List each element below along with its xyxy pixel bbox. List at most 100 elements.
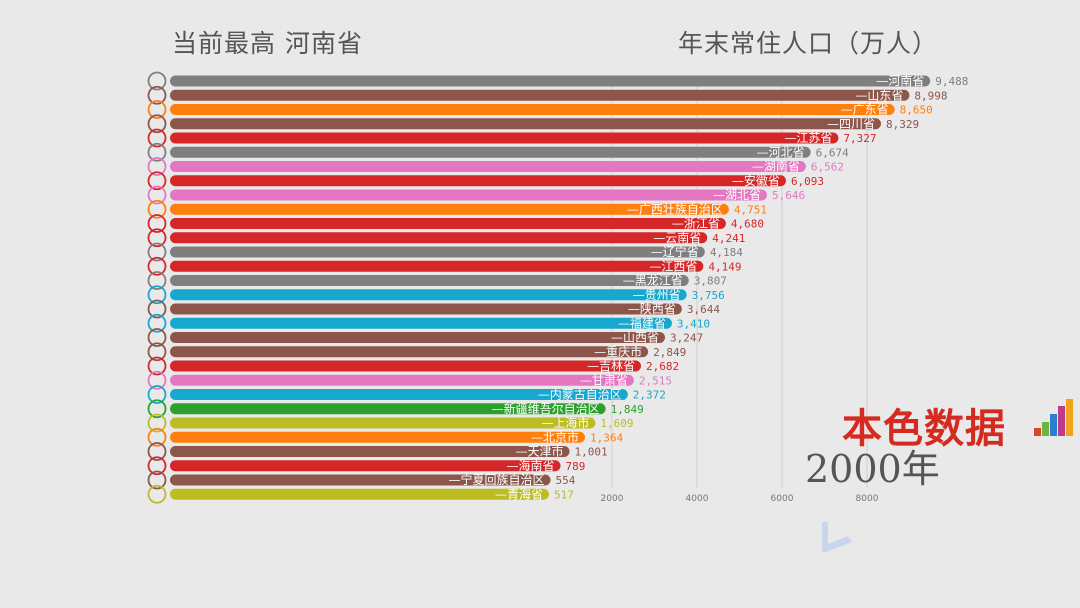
- bar-label: —海南省: [507, 458, 555, 473]
- bar-label: —山东省: [855, 88, 903, 102]
- value-label: 4,149: [708, 260, 741, 273]
- bar-label: —江苏省: [784, 131, 832, 145]
- value-label: 789: [566, 460, 586, 473]
- bar: [170, 203, 729, 215]
- value-label: 3,807: [694, 275, 727, 288]
- bar: [170, 332, 665, 343]
- row-marker-circle: [147, 328, 167, 347]
- bar-label: —广西壮族自治区: [627, 202, 723, 216]
- bar-label: —青海省: [495, 486, 543, 501]
- bar: [170, 118, 881, 130]
- row-marker-circle: [147, 271, 167, 290]
- value-label: 8,650: [900, 104, 933, 117]
- bar: [170, 460, 561, 472]
- bar-label: —宁夏回族自治区: [449, 472, 545, 487]
- row-marker-circle: [147, 214, 167, 233]
- bar: [170, 75, 931, 87]
- row-marker-circle: [147, 128, 167, 148]
- bar: [170, 417, 596, 429]
- value-label: 8,998: [914, 89, 947, 102]
- row-marker-circle: [147, 100, 167, 119]
- bar-label: —陕西省: [628, 301, 676, 316]
- bar: [170, 431, 585, 443]
- bar: [170, 161, 806, 172]
- value-label: 4,751: [734, 203, 767, 216]
- value-label: 2,849: [653, 346, 686, 359]
- watermark-arrow-icon: [822, 522, 852, 552]
- bar-label: —辽宁省: [651, 244, 699, 259]
- row-marker-circle: [147, 413, 167, 433]
- bar-label: —内蒙古自治区: [538, 387, 622, 402]
- row-marker-circle: [147, 71, 167, 91]
- row-marker-circle: [147, 185, 167, 205]
- bar: [170, 303, 682, 315]
- value-label: 2,515: [639, 374, 672, 387]
- value-label: 3,247: [670, 332, 703, 345]
- row-marker-circle: [147, 171, 167, 191]
- row-marker-circle: [147, 85, 167, 105]
- row-marker-circle: [147, 285, 167, 305]
- value-label: 9,488: [935, 75, 968, 88]
- bar: [170, 275, 689, 286]
- x-tick-label: 2000: [601, 494, 624, 504]
- bar-label: —上海市: [541, 415, 589, 430]
- bar: [170, 189, 767, 201]
- x-tick-label: 6000: [771, 494, 794, 504]
- value-label: 1,849: [611, 403, 644, 416]
- row-marker-circle: [147, 114, 167, 134]
- x-tick-label: 4000: [686, 494, 709, 504]
- bar-label: —重庆市: [594, 344, 642, 359]
- bar: [170, 403, 606, 415]
- row-marker-circle: [147, 484, 167, 504]
- bar-label: —湖北省: [713, 187, 761, 202]
- bar-label: —河南省: [876, 73, 924, 88]
- bar: [170, 104, 895, 115]
- bar: [170, 146, 811, 158]
- row-marker-circle: [147, 342, 167, 362]
- bar: [170, 360, 641, 372]
- bar-chart-logo-icon: [1034, 399, 1073, 436]
- value-label: 6,674: [816, 146, 849, 159]
- bar: [170, 317, 672, 329]
- value-label: 6,093: [791, 175, 824, 188]
- value-label: 5,646: [772, 189, 805, 202]
- bar-label: —安徽省: [732, 173, 780, 188]
- brand-name: 本色数据: [842, 405, 1006, 452]
- value-label: 7,327: [843, 132, 876, 145]
- value-label: 1,001: [575, 446, 608, 459]
- bar: [170, 289, 687, 301]
- value-label: 4,680: [731, 218, 764, 231]
- row-marker-circle: [147, 356, 167, 376]
- bar-label: —贵州省: [633, 288, 681, 302]
- bar-label: —福建省: [618, 315, 666, 330]
- row-marker-circle: [147, 242, 167, 262]
- row-marker-circle: [147, 313, 167, 333]
- bar-label: —湖南省: [752, 159, 800, 174]
- value-label: 1,609: [600, 417, 633, 430]
- year-label: 2000年: [805, 447, 940, 491]
- row-marker-circle: [147, 385, 167, 404]
- bar: [170, 175, 786, 187]
- bar: [170, 232, 708, 244]
- value-label: 4,241: [712, 232, 745, 245]
- bar: [170, 346, 649, 358]
- row-marker-circle: [147, 199, 167, 219]
- bar: [170, 246, 705, 258]
- row-marker-circle: [147, 427, 167, 447]
- bar-label: —山西省: [611, 331, 659, 345]
- value-label: 517: [554, 488, 574, 501]
- bar: [170, 488, 549, 500]
- bar-label: —河北省: [757, 145, 805, 159]
- bar: [170, 446, 570, 457]
- bar-label: —吉林省: [587, 359, 635, 373]
- bar-label: —北京市: [531, 429, 579, 444]
- bar-label: —甘肃省: [580, 373, 628, 387]
- value-label: 8,329: [886, 118, 919, 131]
- row-marker-circle: [147, 157, 167, 176]
- row-marker-circle: [147, 256, 167, 276]
- row-marker-circle: [147, 442, 167, 461]
- x-tick-label: 8000: [856, 494, 879, 504]
- row-marker-circle: [147, 299, 167, 319]
- bar-label: —四川省: [827, 117, 875, 131]
- bar-label: —浙江省: [672, 217, 720, 231]
